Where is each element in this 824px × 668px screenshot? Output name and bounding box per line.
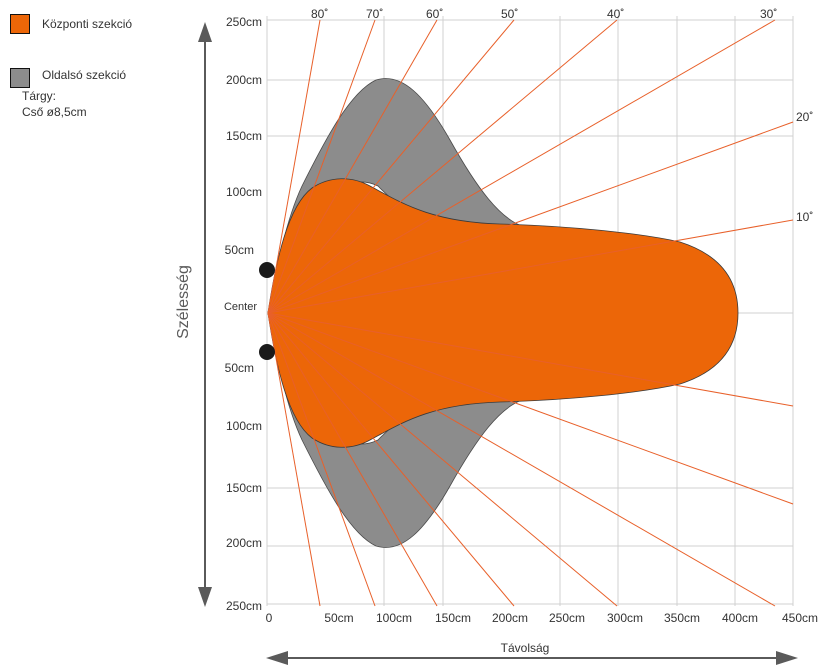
angle-label-30: 30˚ <box>760 7 777 21</box>
distance-axis-arrow-right-icon <box>776 651 798 665</box>
angle-label-40: 40˚ <box>607 7 624 21</box>
legend-item-side: Oldalsó szekció <box>10 68 126 88</box>
distance-tick-50: 50cm <box>324 611 353 625</box>
angle-label-80: 80˚ <box>311 7 328 21</box>
sensor-dot-top <box>259 262 275 278</box>
angle-labels: 80˚ 70˚ 60˚ 50˚ 40˚ 30˚ 20˚ 10˚ <box>311 7 813 224</box>
ray-80-bottom <box>267 312 321 607</box>
legend-swatch-side <box>10 68 30 88</box>
object-info: Tárgy: Cső ø8,5cm <box>22 88 87 120</box>
width-tick-top-250: 250cm <box>226 15 262 29</box>
ray-20-bottom <box>267 312 794 505</box>
width-tick-bottom-200: 200cm <box>226 536 262 550</box>
width-tick-bottom-100: 100cm <box>226 419 262 433</box>
angle-label-70: 70˚ <box>366 7 383 21</box>
width-tick-labels: 250cm 200cm 150cm 100cm 50cm Center 50cm… <box>224 15 262 613</box>
distance-tick-350: 350cm <box>664 611 700 625</box>
object-value: Cső ø8,5cm <box>22 105 87 119</box>
ray-20-top <box>267 121 794 314</box>
distance-axis: Távolság <box>266 641 798 665</box>
width-tick-top-100: 100cm <box>226 185 262 199</box>
ray-60-top <box>267 19 438 314</box>
distance-axis-arrow-left-icon <box>266 651 288 665</box>
distance-tick-0: 0 <box>266 611 273 625</box>
legend-swatch-central <box>10 14 30 34</box>
distance-tick-150: 150cm <box>435 611 471 625</box>
sensor-dot-bottom <box>259 344 275 360</box>
width-axis: Szélesség <box>175 22 212 607</box>
legend-item-central: Központi szekció <box>10 14 132 34</box>
width-tick-bottom-150: 150cm <box>226 481 262 495</box>
distance-tick-250: 250cm <box>549 611 585 625</box>
ray-30-top <box>267 19 776 314</box>
central-section-area <box>267 178 739 448</box>
angle-label-60: 60˚ <box>426 7 443 21</box>
width-tick-bottom-250: 250cm <box>226 599 262 613</box>
side-section-area <box>267 78 524 548</box>
ray-10-top <box>267 219 794 314</box>
distance-tick-200: 200cm <box>492 611 528 625</box>
ray-10-bottom <box>267 312 794 407</box>
width-axis-arrow-up-icon <box>198 22 212 42</box>
angle-label-10: 10˚ <box>796 210 813 224</box>
distance-tick-100: 100cm <box>376 611 412 625</box>
ray-30-bottom <box>267 312 776 607</box>
angle-label-50: 50˚ <box>501 7 518 21</box>
ray-40-top <box>267 19 618 314</box>
ray-40-bottom <box>267 312 618 607</box>
ray-60-bottom <box>267 312 438 607</box>
legend-label-central: Központi szekció <box>42 17 133 31</box>
ray-70-bottom <box>267 312 376 607</box>
width-axis-arrow-down-icon <box>198 587 212 607</box>
angle-rays <box>267 19 794 607</box>
distance-tick-400: 400cm <box>722 611 758 625</box>
ray-80-top <box>267 19 321 314</box>
object-label: Tárgy: <box>22 89 57 103</box>
center-label: Center <box>224 301 257 313</box>
distance-tick-300: 300cm <box>607 611 643 625</box>
distance-axis-label: Távolság <box>501 641 550 655</box>
distance-tick-labels: 0 50cm 100cm 150cm 200cm 250cm 300cm 350… <box>266 611 818 625</box>
legend-label-side: Oldalsó szekció <box>42 68 127 82</box>
ray-70-top <box>267 19 376 314</box>
width-tick-bottom-50: 50cm <box>225 361 254 375</box>
width-axis-label: Szélesség <box>175 265 192 339</box>
width-tick-top-150: 150cm <box>226 129 262 143</box>
width-tick-top-50: 50cm <box>225 243 254 257</box>
ray-50-bottom <box>267 312 515 607</box>
distance-tick-450: 450cm <box>782 611 818 625</box>
angle-label-20: 20˚ <box>796 110 813 124</box>
ray-50-top <box>267 19 515 314</box>
width-tick-top-200: 200cm <box>226 73 262 87</box>
